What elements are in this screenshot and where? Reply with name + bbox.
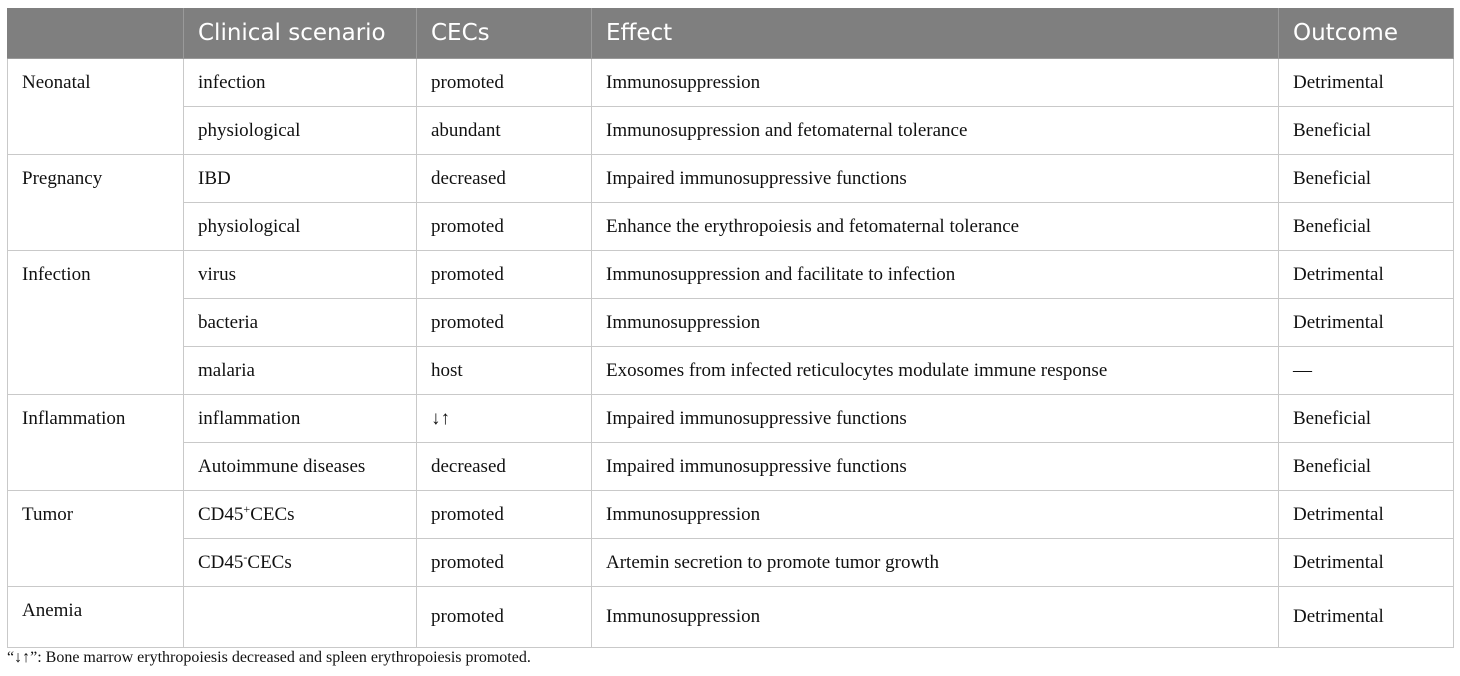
group-cell: Anemia [7,586,184,648]
effect-cell: Immunosuppression [591,490,1279,539]
outcome-cell: Detrimental [1278,58,1454,107]
table-body: Neonatal infection promoted Immunosuppressi… [7,58,1454,648]
cecs-cell: ↓↑ [416,394,592,443]
cecs-cell: promoted [416,586,592,648]
outcome-cell: — [1278,346,1454,395]
outcome-cell: Detrimental [1278,250,1454,299]
outcome-cell: Detrimental [1278,538,1454,587]
clinical-scenario-cell: IBD [183,154,417,203]
cecs-cell: decreased [416,154,592,203]
cecs-cell: decreased [416,442,592,491]
table-container: Clinical scenario CECs Effect Outcome Ne… [7,8,1454,648]
header-row: Clinical scenario CECs Effect Outcome [7,8,1454,59]
cecs-cell: abundant [416,106,592,155]
scenario-text: CD45 [198,551,244,573]
cecs-cell: promoted [416,490,592,539]
effect-cell: Immunosuppression and facilitate to infe… [591,250,1279,299]
table-row: Tumor CD45+CECs promoted Immunosuppression D… [7,490,1454,587]
group-cell: Inflammation [7,394,184,491]
cecs-cell: promoted [416,250,592,299]
effect-cell: Enhance the erythropoiesis and fetomater… [591,202,1279,251]
cecs-cell: host [416,346,592,395]
effect-cell: Exosomes from infected reticulocytes mod… [591,346,1279,395]
scenario-text: CD45 [198,503,244,525]
clinical-scenario-cell: CD45+CECs [183,490,417,539]
cecs-cell: promoted [416,538,592,587]
header-group [7,8,184,59]
clinical-scenario-cell: malaria [183,346,417,395]
table-row: Neonatal infection promoted Immunosuppressi… [7,58,1454,155]
group-cell: Tumor [7,490,184,587]
clinical-scenario-cell: infection [183,58,417,107]
header-outcome: Outcome [1278,8,1454,59]
effect-cell: Immunosuppression [591,586,1279,648]
table-row: Infection virus promoted Immunosuppression … [7,250,1454,395]
effect-cell: Immunosuppression [591,298,1279,347]
header-clinical-scenario: Clinical scenario [183,8,417,59]
cecs-table: Clinical scenario CECs Effect Outcome Ne… [7,8,1454,648]
table-row: Anemia promoted Immunosuppression Detriment… [7,586,1454,648]
effect-cell: Impaired immunosuppressive functions [591,154,1279,203]
group-cell: Neonatal [7,58,184,155]
outcome-cell: Beneficial [1278,106,1454,155]
outcome-cell: Beneficial [1278,442,1454,491]
cecs-cell: promoted [416,298,592,347]
scenario-superscript: - [243,549,248,564]
header-effect: Effect [591,8,1279,59]
table-row: bacteria promoted Immunosuppression Detrime… [8,298,1454,347]
cecs-cell: promoted [416,58,592,107]
outcome-cell: Beneficial [1278,154,1454,203]
clinical-scenario-cell: bacteria [183,298,417,347]
outcome-cell: Detrimental [1278,586,1454,648]
effect-cell: Immunosuppression and fetomaternal toler… [591,106,1279,155]
clinical-scenario-cell: physiological [183,202,417,251]
clinical-scenario-cell: physiological [183,106,417,155]
cecs-cell: promoted [416,202,592,251]
effect-cell: Immunosuppression [591,58,1279,107]
scenario-suffix: CECs [247,551,292,573]
group-cell: Pregnancy [7,154,184,251]
scenario-suffix: CECs [250,503,295,525]
table-row: Inflammation inflammation ↓↑ Impaired immun… [7,394,1454,491]
effect-cell: Impaired immunosuppressive functions [591,394,1279,443]
outcome-cell: Beneficial [1278,394,1454,443]
table-row: Autoimmune diseases decreased Impaired imm… [8,442,1454,491]
table-footnote: “↓↑”: Bone marrow erythropoiesis decreas… [7,649,531,666]
effect-cell: Impaired immunosuppressive functions [591,442,1279,491]
outcome-cell: Detrimental [1278,490,1454,539]
table-row: physiological abundant Immunosuppression a… [8,106,1454,155]
clinical-scenario-cell: virus [183,250,417,299]
clinical-scenario-cell: inflammation [183,394,417,443]
clinical-scenario-cell: Autoimmune diseases [183,442,417,491]
clinical-scenario-cell [183,586,417,648]
scenario-superscript: + [243,501,251,516]
table-row: CD45-CECs promoted Artemin secretion to pr… [8,538,1454,587]
group-cell: Infection [7,250,184,395]
header-cecs: CECs [416,8,592,59]
table-row: malaria host Exosomes from infected reticu… [8,346,1454,395]
outcome-cell: Beneficial [1278,202,1454,251]
clinical-scenario-cell: CD45-CECs [183,538,417,587]
table-row: Pregnancy IBD decreased Impaired immunosupp… [7,154,1454,251]
outcome-cell: Detrimental [1278,298,1454,347]
effect-cell: Artemin secretion to promote tumor growt… [591,538,1279,587]
table-row: physiological promoted Enhance the erythro… [8,202,1454,251]
